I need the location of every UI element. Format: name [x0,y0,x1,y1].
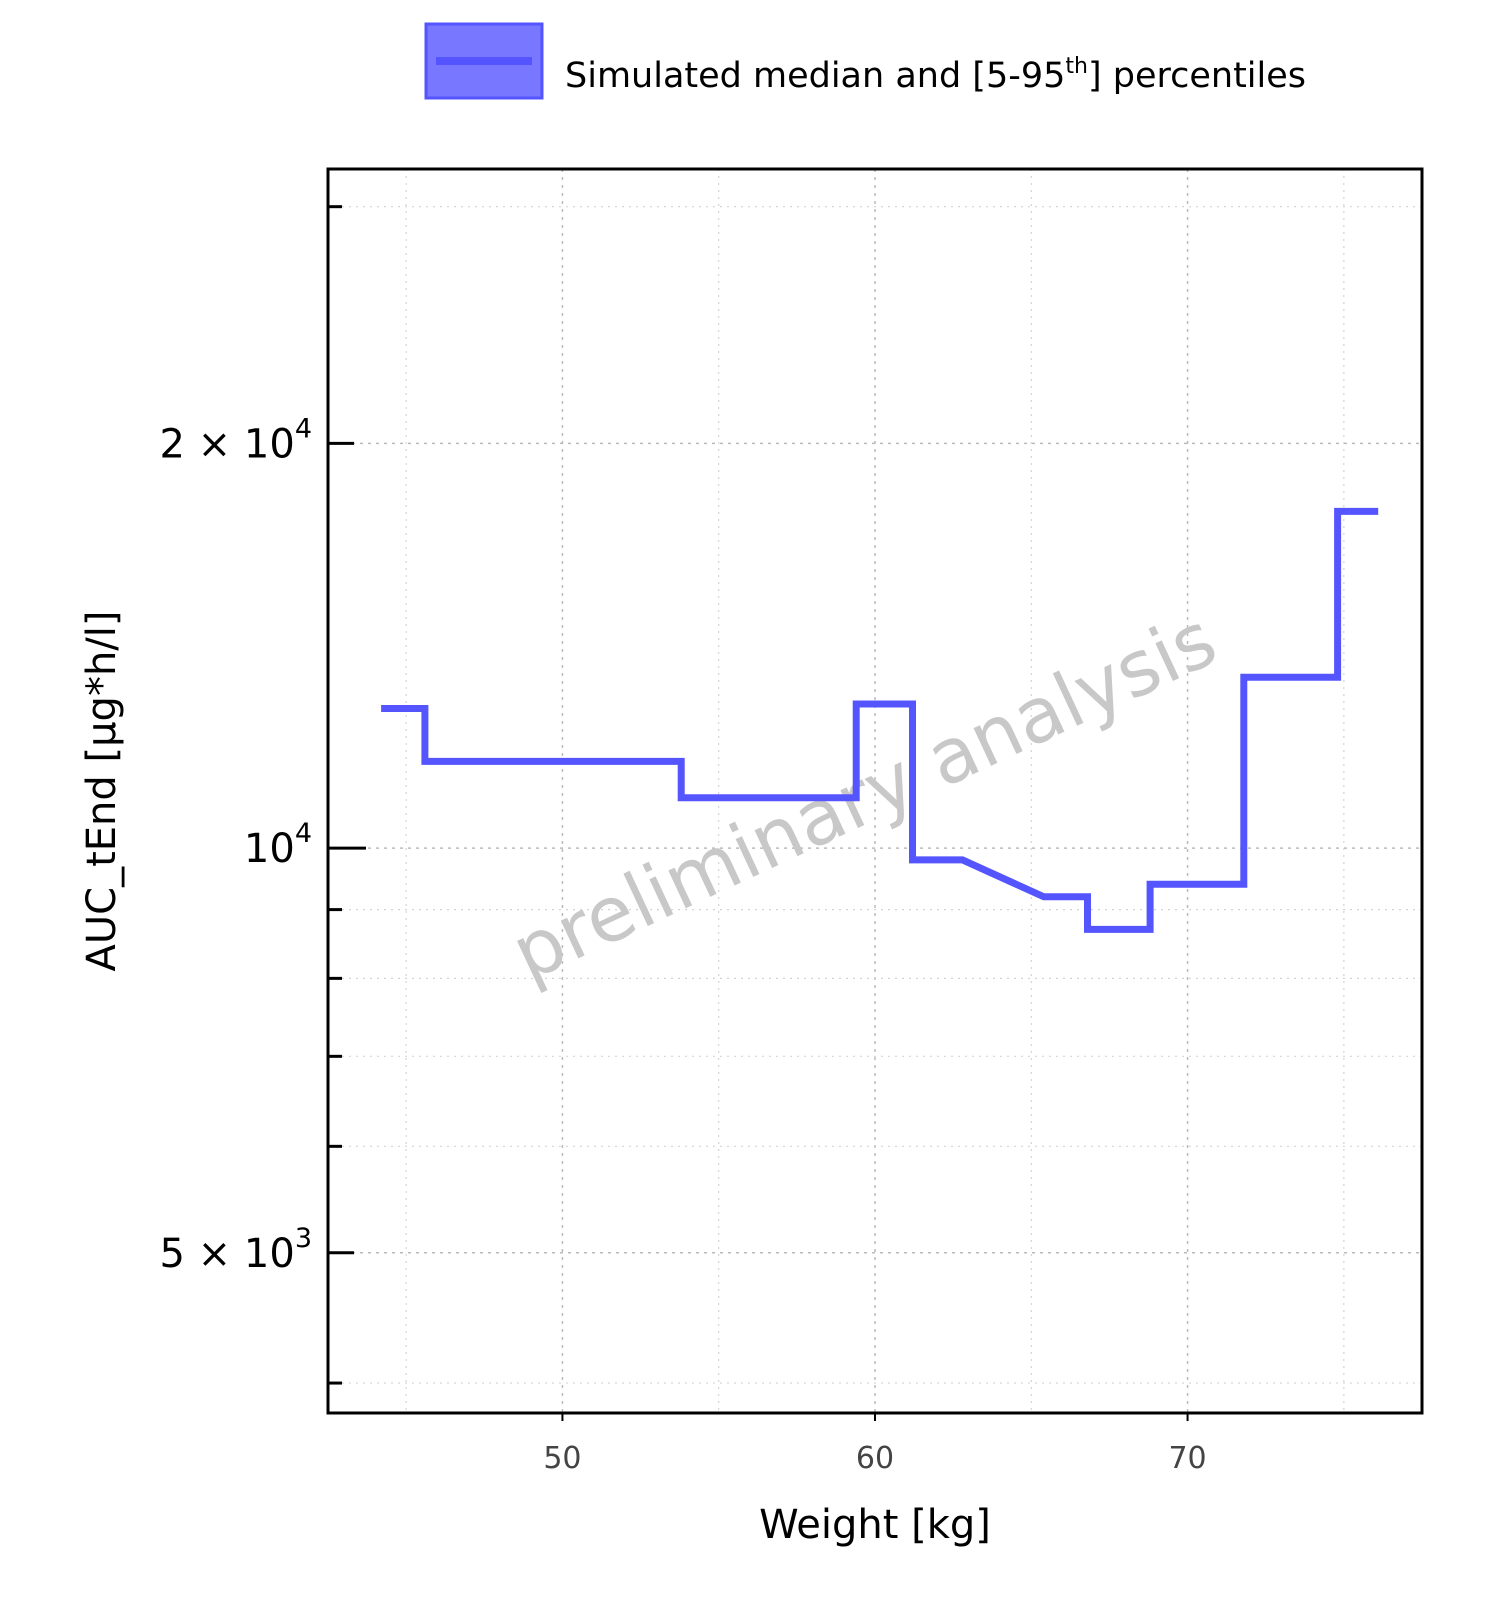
x-tick-label: 50 [543,1441,581,1476]
y-tick-label: 104 [244,818,312,872]
watermark-layer: preliminary analysis [498,594,1229,998]
series-line [381,507,1379,933]
x-tick-label: 60 [856,1441,894,1476]
y-tick-label: 5 × 103 [160,1223,312,1277]
y-tick-label-base: 10 [244,826,295,872]
y-tick-label-exponent: 4 [295,413,312,444]
legend-label: Simulated median and [5-95th] percentile… [565,54,1306,96]
y-tick-label-exponent: 4 [295,818,312,849]
x-tick-label: 70 [1168,1441,1206,1476]
legend-label-main: Simulated median and [5-95 [565,56,1065,96]
y-tick-label: 2 × 104 [160,413,312,467]
y-tick-label-base: 2 × 10 [160,421,295,467]
grid [328,169,1422,1413]
legend-label-end: ] percentiles [1088,56,1306,96]
legend: Simulated median and [5-95th] percentile… [424,22,1306,100]
legend-label-sup: th [1065,54,1088,79]
series-layer [381,507,1379,933]
watermark: preliminary analysis [498,594,1229,998]
y-tick-label-exponent: 3 [295,1223,312,1254]
y-axis-label: AUC_tEnd [µg*h/l] [79,611,125,972]
x-axis-label: Weight [kg] [759,1502,991,1548]
y-tick-label-base: 5 × 10 [160,1231,295,1277]
